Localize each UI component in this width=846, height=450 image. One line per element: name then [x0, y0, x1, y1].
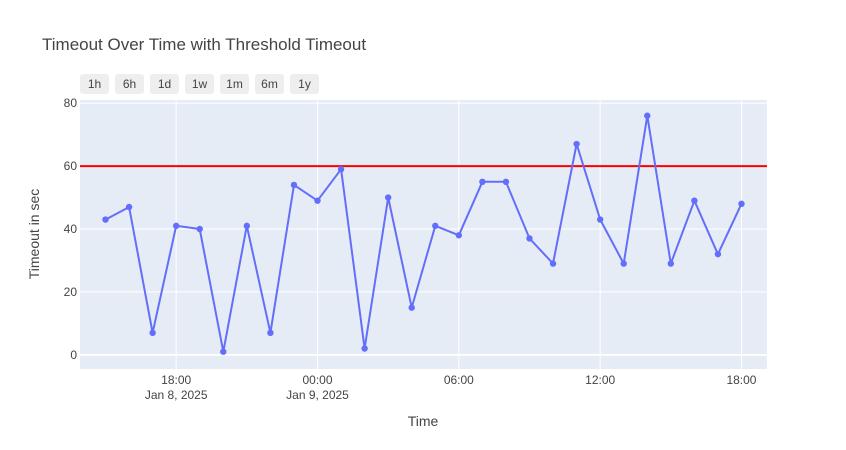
data-point[interactable] [267, 329, 274, 337]
range-button-1m[interactable]: 1m [220, 74, 249, 94]
range-button-background[interactable] [115, 74, 144, 94]
x-tick-label: 18:00 [161, 373, 191, 387]
range-button-label[interactable]: 6m [261, 77, 278, 91]
range-button-background[interactable] [290, 74, 319, 94]
y-tick-label: 20 [64, 285, 78, 299]
range-button-6m[interactable]: 6m [255, 74, 284, 94]
range-button-background[interactable] [185, 74, 214, 94]
data-point[interactable] [667, 260, 675, 267]
range-button-label[interactable]: 6h [123, 77, 136, 91]
plot-background [80, 100, 767, 369]
data-point[interactable] [644, 112, 651, 119]
data-point[interactable] [479, 178, 486, 186]
data-point[interactable] [502, 178, 510, 186]
y-tick-label: 40 [64, 222, 78, 236]
x-tick-label: 06:00 [444, 373, 474, 387]
data-point[interactable] [573, 140, 580, 148]
data-point[interactable] [361, 345, 368, 352]
range-button-label[interactable]: 1y [298, 77, 311, 91]
data-point[interactable] [314, 197, 321, 204]
series-line [105, 114, 743, 353]
data-point[interactable] [384, 194, 392, 201]
x-tick-sublabel: Jan 8, 2025 [145, 388, 208, 402]
range-button-label[interactable]: 1d [158, 77, 171, 91]
data-point[interactable] [596, 216, 604, 223]
y-tick-label: 80 [64, 96, 78, 110]
y-tick-label: 0 [70, 348, 77, 362]
data-point[interactable] [455, 232, 463, 239]
data-point[interactable] [290, 181, 298, 189]
data-point[interactable] [125, 203, 133, 211]
range-button-1d[interactable]: 1d [150, 74, 179, 94]
x-axis-title: Time [408, 413, 439, 429]
data-point[interactable] [691, 197, 698, 204]
range-button-background[interactable] [255, 74, 284, 94]
data-point[interactable] [408, 304, 415, 311]
range-button-1y[interactable]: 1y [290, 74, 319, 94]
range-button-label[interactable]: 1h [88, 77, 101, 91]
data-point[interactable] [220, 348, 227, 355]
data-point[interactable] [337, 166, 345, 173]
data-point[interactable] [102, 216, 109, 223]
range-button-1w[interactable]: 1w [185, 74, 214, 94]
chart-title: Timeout Over Time with Threshold Timeout [42, 35, 366, 54]
range-button-label[interactable]: 1w [192, 77, 208, 91]
range-button-background[interactable] [80, 74, 109, 94]
data-point[interactable] [620, 260, 627, 267]
data-point[interactable] [243, 222, 251, 230]
range-button-label[interactable]: 1m [226, 77, 243, 91]
data-point[interactable] [149, 329, 156, 337]
range-button-1h[interactable]: 1h [80, 74, 109, 94]
x-tick-label: 18:00 [726, 373, 756, 387]
data-point[interactable] [714, 250, 722, 258]
y-tick-label: 60 [64, 159, 78, 173]
data-point[interactable] [196, 225, 203, 233]
x-tick-label: 12:00 [585, 373, 615, 387]
range-button-background[interactable] [220, 74, 249, 94]
data-point[interactable] [172, 222, 180, 230]
x-tick-sublabel: Jan 9, 2025 [286, 388, 349, 402]
data-point[interactable] [738, 200, 745, 208]
data-point[interactable] [549, 260, 557, 267]
range-selector: 1h 6h 1d 1w 1m 6m 1y [80, 74, 319, 94]
data-point[interactable] [526, 235, 533, 242]
range-button-6h[interactable]: 6h [115, 74, 144, 94]
y-axis-title: Timeout in sec [26, 189, 42, 280]
data-point[interactable] [432, 222, 439, 230]
x-tick-label: 00:00 [302, 373, 332, 387]
range-button-background[interactable] [150, 74, 179, 94]
